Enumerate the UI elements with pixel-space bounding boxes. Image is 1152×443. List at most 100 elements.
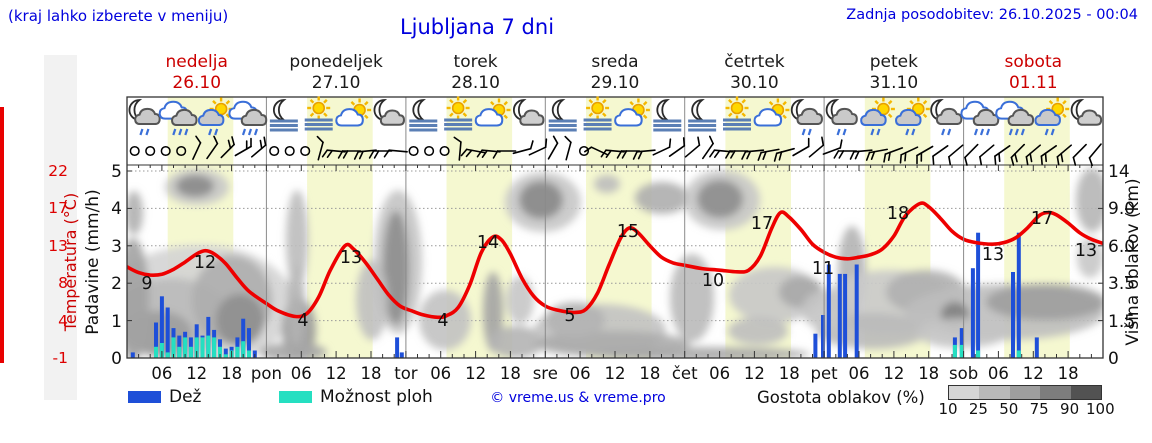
cloud-blob xyxy=(176,175,214,197)
weather-icon xyxy=(653,99,682,132)
shower-bar xyxy=(183,337,188,358)
temperature-label: 15 xyxy=(617,222,639,242)
shower-bar xyxy=(171,337,176,358)
shower-bar xyxy=(218,346,222,358)
wind-barb-icon xyxy=(192,135,202,160)
hour-label: 12 xyxy=(883,364,904,383)
shower-bar xyxy=(177,346,182,358)
weather-icon xyxy=(373,99,405,126)
shower-bar xyxy=(959,344,964,358)
tick-label: -1 xyxy=(52,349,68,367)
tick-label: 17 xyxy=(48,199,68,218)
rain-bar xyxy=(959,328,964,358)
day-header: sreda 29.10 xyxy=(545,52,684,94)
hour-label: 12 xyxy=(744,364,765,383)
rain-icon xyxy=(870,128,881,136)
temperature-label: 13 xyxy=(340,248,362,268)
hint-text: (kraj lahko izberete v meniju) xyxy=(8,7,229,25)
wind-calm-icon xyxy=(145,145,156,157)
rain-icon xyxy=(941,128,952,136)
density-segment xyxy=(979,386,1010,399)
day-header: četrtek 30.10 xyxy=(685,52,824,94)
cloud-icon xyxy=(134,107,161,126)
tick-label: 8 xyxy=(58,274,68,293)
rain-icon xyxy=(172,128,189,136)
rain-bar xyxy=(223,348,228,358)
weather-icon xyxy=(614,98,650,127)
weather-icon xyxy=(583,96,612,131)
wind-barb-icon xyxy=(833,150,858,159)
shower-bar xyxy=(1016,350,1021,358)
tick-label: 0 xyxy=(1108,349,1119,369)
wind-barb-icon xyxy=(1088,143,1102,167)
hour-label: 18 xyxy=(918,364,939,383)
shower-bar xyxy=(235,346,240,358)
rain-icon xyxy=(905,128,916,136)
wind-barb-icon xyxy=(773,147,795,162)
cloud-icon xyxy=(614,108,643,127)
hour-label: 06 xyxy=(291,364,312,383)
rain-icon xyxy=(139,128,150,136)
hour-label: 12 xyxy=(465,364,486,383)
rain-icon xyxy=(208,128,219,136)
hour-label: 12 xyxy=(1023,364,1044,383)
temperature-label: 10 xyxy=(702,271,724,291)
temperature-label: 9 xyxy=(141,274,152,294)
weather-icon xyxy=(753,98,790,127)
density-segment xyxy=(949,386,980,399)
cloud-icon xyxy=(1007,108,1035,127)
wind-barb-icon xyxy=(234,137,252,157)
wind-barb-icon xyxy=(512,140,534,155)
wind-barb-icon xyxy=(652,138,672,156)
shower-bar xyxy=(212,337,217,358)
copyright-link[interactable]: © vreme.us & vreme.pro xyxy=(490,390,666,406)
day-name: sobota xyxy=(1004,52,1063,72)
fog-icon xyxy=(723,118,751,131)
hour-label: 06 xyxy=(570,364,591,383)
cloud-blob xyxy=(697,180,743,218)
cloud-icon xyxy=(831,107,858,126)
weather-icon xyxy=(825,99,858,136)
wind-barb-icon xyxy=(632,149,656,160)
day-date: 31.10 xyxy=(869,73,919,93)
wind-barb-icon xyxy=(701,135,714,160)
weather-icon xyxy=(228,100,268,136)
weather-icon xyxy=(1070,99,1103,126)
rain-bar xyxy=(1011,272,1015,358)
fog-icon xyxy=(444,118,473,131)
rain-icon xyxy=(836,128,847,136)
day-abbr-label: sre xyxy=(533,364,558,383)
density-stop-label: 75 xyxy=(1029,400,1049,418)
temperature-label: 4 xyxy=(437,311,448,331)
wind-barb-icon xyxy=(994,145,1011,165)
tick-label: 4 xyxy=(111,199,122,220)
day-name: ponedeljek xyxy=(289,52,383,72)
rain-icon xyxy=(241,128,259,136)
wind-barb-icon xyxy=(883,147,904,163)
weather-icon xyxy=(860,97,895,136)
tick-label: 22 xyxy=(48,162,68,180)
day-date: 30.10 xyxy=(730,73,779,93)
fog-icon xyxy=(304,118,333,131)
shower-bar xyxy=(159,343,164,358)
shower-bar xyxy=(952,344,957,358)
day-abbr-label: sob xyxy=(949,364,978,383)
hour-label: 12 xyxy=(326,364,347,383)
wind-barb-icon xyxy=(547,135,559,160)
rain-bar xyxy=(837,273,842,358)
cloud-blob xyxy=(594,175,620,193)
cloud-icon xyxy=(379,109,405,126)
fog-icon xyxy=(583,118,612,131)
temperature-label: 12 xyxy=(194,253,216,273)
rain-bar xyxy=(813,333,818,358)
hour-label: 18 xyxy=(500,364,521,383)
wind-barb-icon xyxy=(616,150,641,159)
cloud-blob xyxy=(635,182,689,214)
cloud-blob xyxy=(1076,168,1103,232)
wind-calm-icon xyxy=(176,145,187,157)
wind-barb-icon xyxy=(865,148,889,161)
tick-label: 4 xyxy=(58,311,68,330)
hour-label: 18 xyxy=(1058,364,1079,383)
rain-bar xyxy=(395,337,400,358)
cloud-icon xyxy=(753,108,783,127)
